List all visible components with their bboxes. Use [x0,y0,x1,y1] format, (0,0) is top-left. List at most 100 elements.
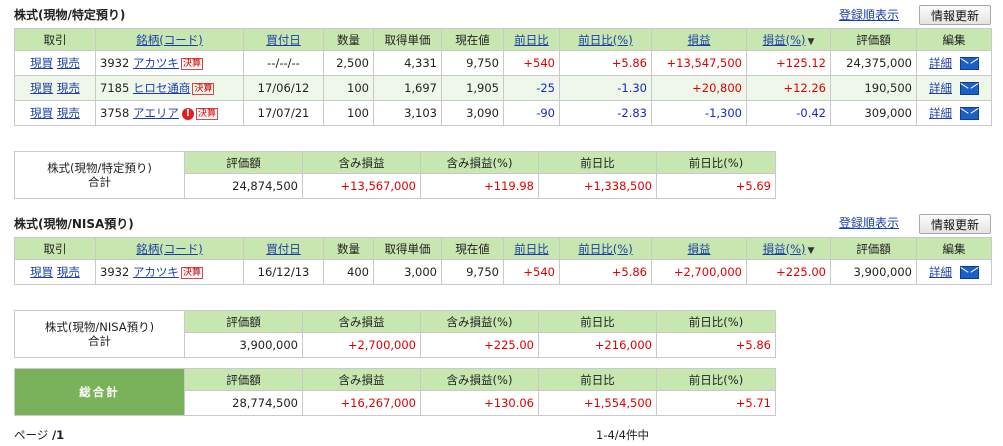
col-trade: 取引 [14,237,96,260]
col-name-code[interactable]: 銘柄(コード) [136,32,203,47]
table-row: 現買 現売 7185 ヒロセ通商 決算 17/06/12 100 1,697 1,… [14,75,992,101]
summary-label: 株式(現物/NISA預り) [44,320,155,334]
sum-value: 3,900,000 [184,332,303,358]
col-diff[interactable]: 前日比 [514,241,549,256]
section1-title: 株式(現物/特定預り) [14,8,126,22]
sum-diff: +216,000 [538,332,657,358]
sum-col-value: 評価額 [184,151,303,174]
sell-link[interactable]: 現売 [56,81,80,95]
cur-price: 9,750 [441,50,504,76]
mail-icon[interactable] [960,57,979,70]
col-diff-pct[interactable]: 前日比(%) [578,32,633,47]
col-avg-price: 取得単価 [373,28,442,51]
sum-value: 24,874,500 [184,173,303,199]
cur-price: 3,090 [441,100,504,126]
col-cur-price: 現在値 [441,28,504,51]
total-col-value: 評価額 [184,368,303,391]
buy-date: 17/07/21 [243,100,324,126]
buy-link[interactable]: 現買 [30,81,54,95]
total-col-diff: 前日比 [538,368,657,391]
mail-icon[interactable] [960,82,979,95]
value: 3,900,000 [830,259,917,285]
col-buy-date[interactable]: 買付日 [266,241,301,256]
summary-label: 株式(現物/特定預り) [47,161,152,175]
col-diff[interactable]: 前日比 [514,32,549,47]
buy-link[interactable]: 現買 [30,56,54,70]
buy-link[interactable]: 現買 [30,106,54,120]
col-trade: 取引 [14,28,96,51]
detail-link[interactable]: 詳細 [929,265,952,279]
col-pl[interactable]: 損益 [687,241,711,256]
avg-price: 3,103 [373,100,442,126]
sum-gain-pct: +225.00 [420,332,539,358]
sort-order-link-2[interactable]: 登録順表示 [839,216,900,230]
settle-tag: 決算 [180,57,203,70]
buy-date: --/--/-- [243,50,324,76]
total-gain-pct: +130.06 [420,390,539,416]
buy-link[interactable]: 現買 [30,265,54,279]
total-col-gain: 含み損益 [302,368,421,391]
mail-icon[interactable] [960,266,979,279]
sell-link[interactable]: 現売 [56,56,80,70]
stock-name-link[interactable]: ヒロセ通商 [132,81,191,95]
value: 190,500 [830,75,917,101]
sum-col-diff-pct: 前日比(%) [656,310,776,333]
detail-link[interactable]: 詳細 [929,56,952,70]
settle-tag: 決算 [195,107,218,120]
summary-table-2: 株式(現物/NISA預り) 合計 評価額 含み損益 含み損益(%) 前日比 前日… [14,310,776,358]
col-name-code[interactable]: 銘柄(コード) [136,241,203,256]
qty: 400 [323,259,374,285]
col-value: 評価額 [830,237,917,260]
holdings-table-2: 取引 銘柄(コード) 買付日 数量 取得単価 現在値 前日比 前日比(%) 損益… [14,237,992,285]
diff-pct: -1.30 [559,75,652,101]
sum-gain: +2,700,000 [302,332,421,358]
stock-code: 3932 [100,56,130,70]
sum-gain-pct: +119.98 [420,173,539,199]
total-diff: +1,554,500 [538,390,657,416]
buy-date: 17/06/12 [243,75,324,101]
col-pl-pct[interactable]: 損益(%) [762,241,806,256]
refresh-button-2[interactable]: 情報更新 [919,214,991,234]
sort-order-link-1[interactable]: 登録順表示 [839,8,900,22]
diff: -25 [503,75,560,101]
total-col-gain-pct: 含み損益(%) [420,368,539,391]
sell-link[interactable]: 現売 [56,265,80,279]
sell-link[interactable]: 現売 [56,106,80,120]
stock-name-link[interactable]: アカツキ [132,265,179,279]
detail-link[interactable]: 詳細 [929,81,952,95]
diff: +540 [503,50,560,76]
qty: 2,500 [323,50,374,76]
mail-icon[interactable] [960,107,979,120]
sum-col-gain: 含み損益 [302,310,421,333]
sum-col-diff: 前日比 [538,151,657,174]
refresh-button-1[interactable]: 情報更新 [919,5,991,25]
col-pl[interactable]: 損益 [687,32,711,47]
settle-tag: 決算 [180,266,203,279]
diff-pct: +5.86 [559,50,652,76]
holdings-table-1: 取引 銘柄(コード) 買付日 数量 取得単価 現在値 前日比 前日比(%) 損益… [14,28,992,126]
sum-col-gain: 含み損益 [302,151,421,174]
col-pl-pct[interactable]: 損益(%) [762,32,806,47]
total-diff-pct: +5.71 [656,390,776,416]
pl-pct: +125.12 [746,50,831,76]
stock-name-link[interactable]: アカツキ [132,56,179,70]
diff-pct: -2.83 [559,100,652,126]
col-qty: 数量 [323,28,374,51]
detail-link[interactable]: 詳細 [929,106,952,120]
table-row: 現買 現売 3932 アカツキ 決算 16/12/13 400 3,000 9,7… [14,259,992,285]
stock-code: 3758 [100,106,130,120]
summary-table-1: 株式(現物/特定預り) 合計 評価額 含み損益 含み損益(%) 前日比 前日比(… [14,151,776,199]
stock-name-link[interactable]: アエリア [132,106,179,120]
col-diff-pct[interactable]: 前日比(%) [578,241,633,256]
sum-diff: +1,338,500 [538,173,657,199]
col-value: 評価額 [830,28,917,51]
sum-col-gain-pct: 含み損益(%) [420,310,539,333]
pl-pct: +12.26 [746,75,831,101]
sum-col-gain-pct: 含み損益(%) [420,151,539,174]
sum-diff-pct: +5.69 [656,173,776,199]
table-header-row: 取引 銘柄(コード) 買付日 数量 取得単価 現在値 前日比 前日比(%) 損益… [14,28,992,51]
cur-price: 1,905 [441,75,504,101]
cur-price: 9,750 [441,259,504,285]
col-buy-date[interactable]: 買付日 [266,32,301,47]
col-qty: 数量 [323,237,374,260]
